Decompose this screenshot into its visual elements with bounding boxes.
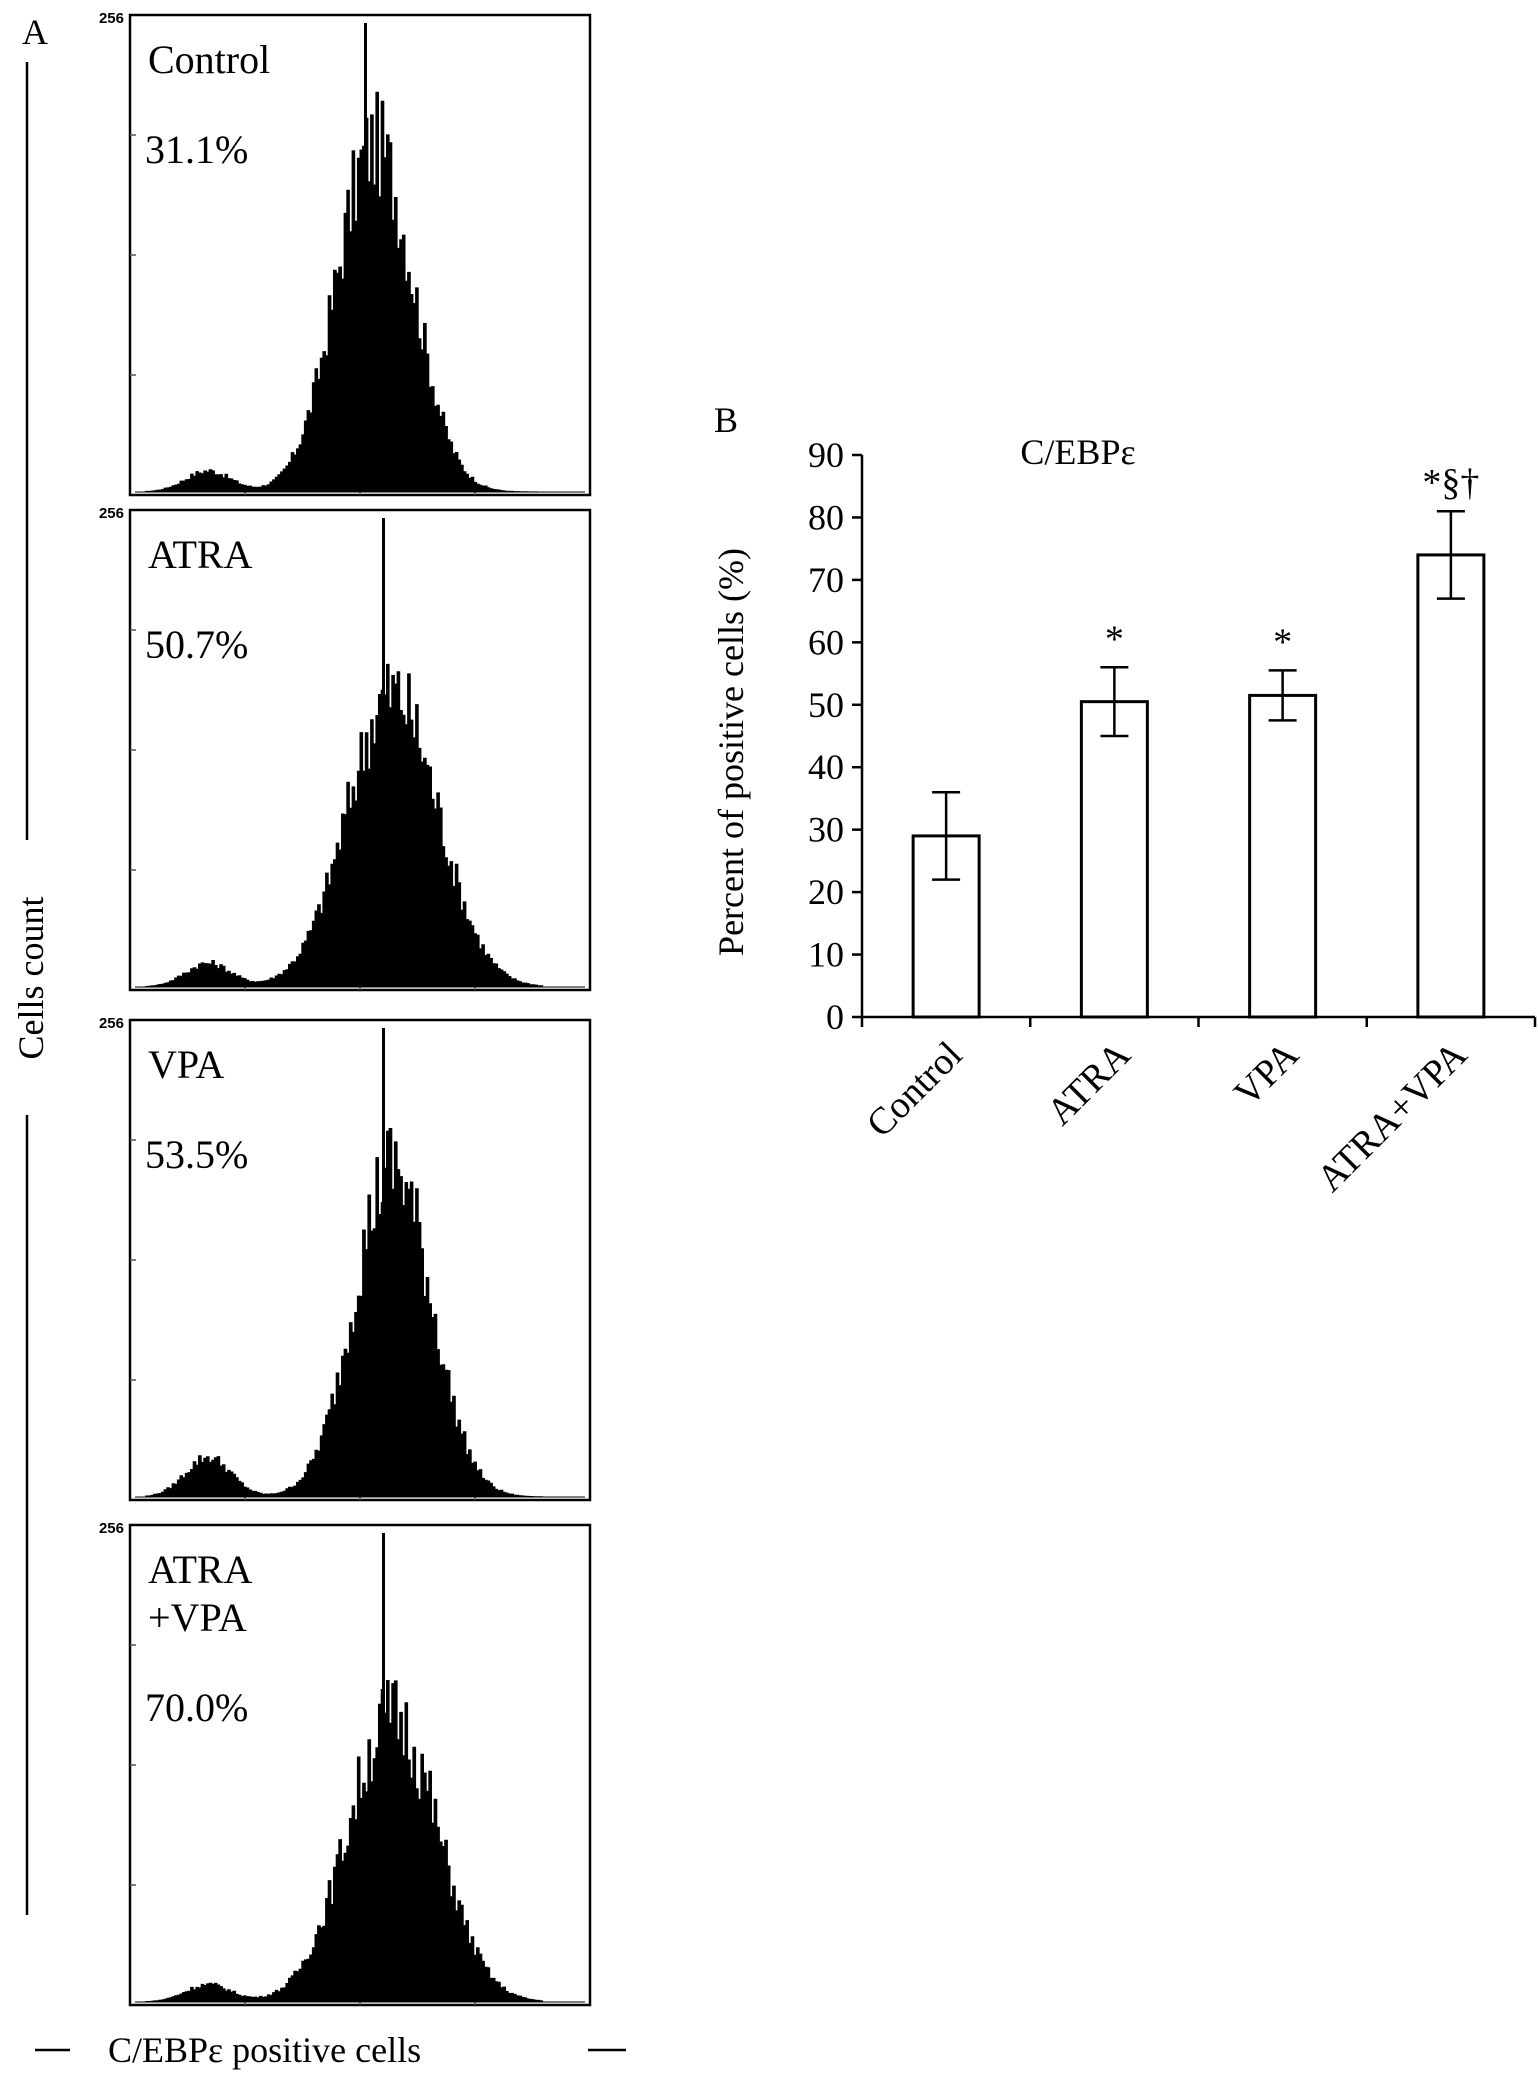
- x-axis-label: C/EBPε positive cells: [108, 2030, 421, 2070]
- histogram-condition-label: ATRA: [148, 1547, 253, 1592]
- significance-annotation: *: [1105, 618, 1124, 660]
- histogram-percent-label: 53.5%: [145, 1132, 248, 1177]
- histogram-condition-label: Control: [148, 37, 270, 82]
- y-max-tick: 256: [99, 10, 124, 27]
- y-tick-label: 40: [808, 747, 844, 787]
- y-max-tick: 256: [99, 1015, 124, 1032]
- histogram-condition-label: VPA: [148, 1042, 224, 1087]
- x-category-label: ATRA+VPA: [1309, 1033, 1476, 1200]
- y-tick-label: 10: [808, 935, 844, 975]
- panel-a-label: A: [22, 12, 48, 52]
- bar-vpa: [1248, 693, 1318, 1019]
- histogram-panels: 256Control31.1%256ATRA50.7%256VPA53.5%25…: [99, 10, 592, 2007]
- y-tick-label: 20: [808, 872, 844, 912]
- y-tick-label: 60: [808, 622, 844, 662]
- y-tick-label: 70: [808, 560, 844, 600]
- significance-annotation: *: [1273, 621, 1292, 663]
- bar-atra: [1079, 700, 1149, 1019]
- chart-y-axis-label: Percent of positive cells (%): [711, 548, 751, 956]
- panel-b-label: B: [714, 400, 738, 440]
- histogram-percent-label: 70.0%: [145, 1685, 248, 1730]
- histogram-panel-2: 256 ATRA 50.7%: [99, 505, 592, 992]
- bar-chart: 0 10 20 30 40 50 60 70 80 90 Control * ATRA * VPA *§† AT…: [808, 435, 1537, 1200]
- y-tick-label: 80: [808, 497, 844, 537]
- x-category-label: ATRA: [1039, 1033, 1139, 1133]
- histogram-distribution: [135, 91, 585, 493]
- histogram-percent-label: 50.7%: [145, 622, 248, 667]
- histogram-panel-4: 256 ATRA+VPA 70.0%: [99, 1520, 592, 2007]
- histogram-distribution: [135, 663, 585, 988]
- x-category-label: Control: [859, 1034, 971, 1146]
- significance-annotation: *§†: [1422, 462, 1479, 504]
- histogram-condition-label: +VPA: [148, 1595, 247, 1640]
- bar-atra-vpa: [1416, 553, 1486, 1019]
- y-tick-label: 50: [808, 685, 844, 725]
- x-category-label: VPA: [1226, 1033, 1307, 1114]
- y-tick-label: 0: [826, 997, 844, 1037]
- chart-title: C/EBPε: [1020, 432, 1135, 472]
- histogram-panel-1: 256 Control 31.1%: [99, 10, 592, 497]
- histogram-distribution: [135, 1680, 585, 2003]
- histogram-distribution: [135, 1128, 585, 1498]
- y-max-tick: 256: [99, 505, 124, 522]
- histogram-percent-label: 31.1%: [145, 127, 248, 172]
- histogram-condition-label: ATRA: [148, 532, 253, 577]
- y-tick-label: 30: [808, 810, 844, 850]
- y-max-tick: 256: [99, 1520, 124, 1537]
- y-axis-label: Cells count: [11, 897, 51, 1060]
- y-tick-label: 90: [808, 435, 844, 475]
- histogram-panel-3: 256 VPA 53.5%: [99, 1015, 592, 1502]
